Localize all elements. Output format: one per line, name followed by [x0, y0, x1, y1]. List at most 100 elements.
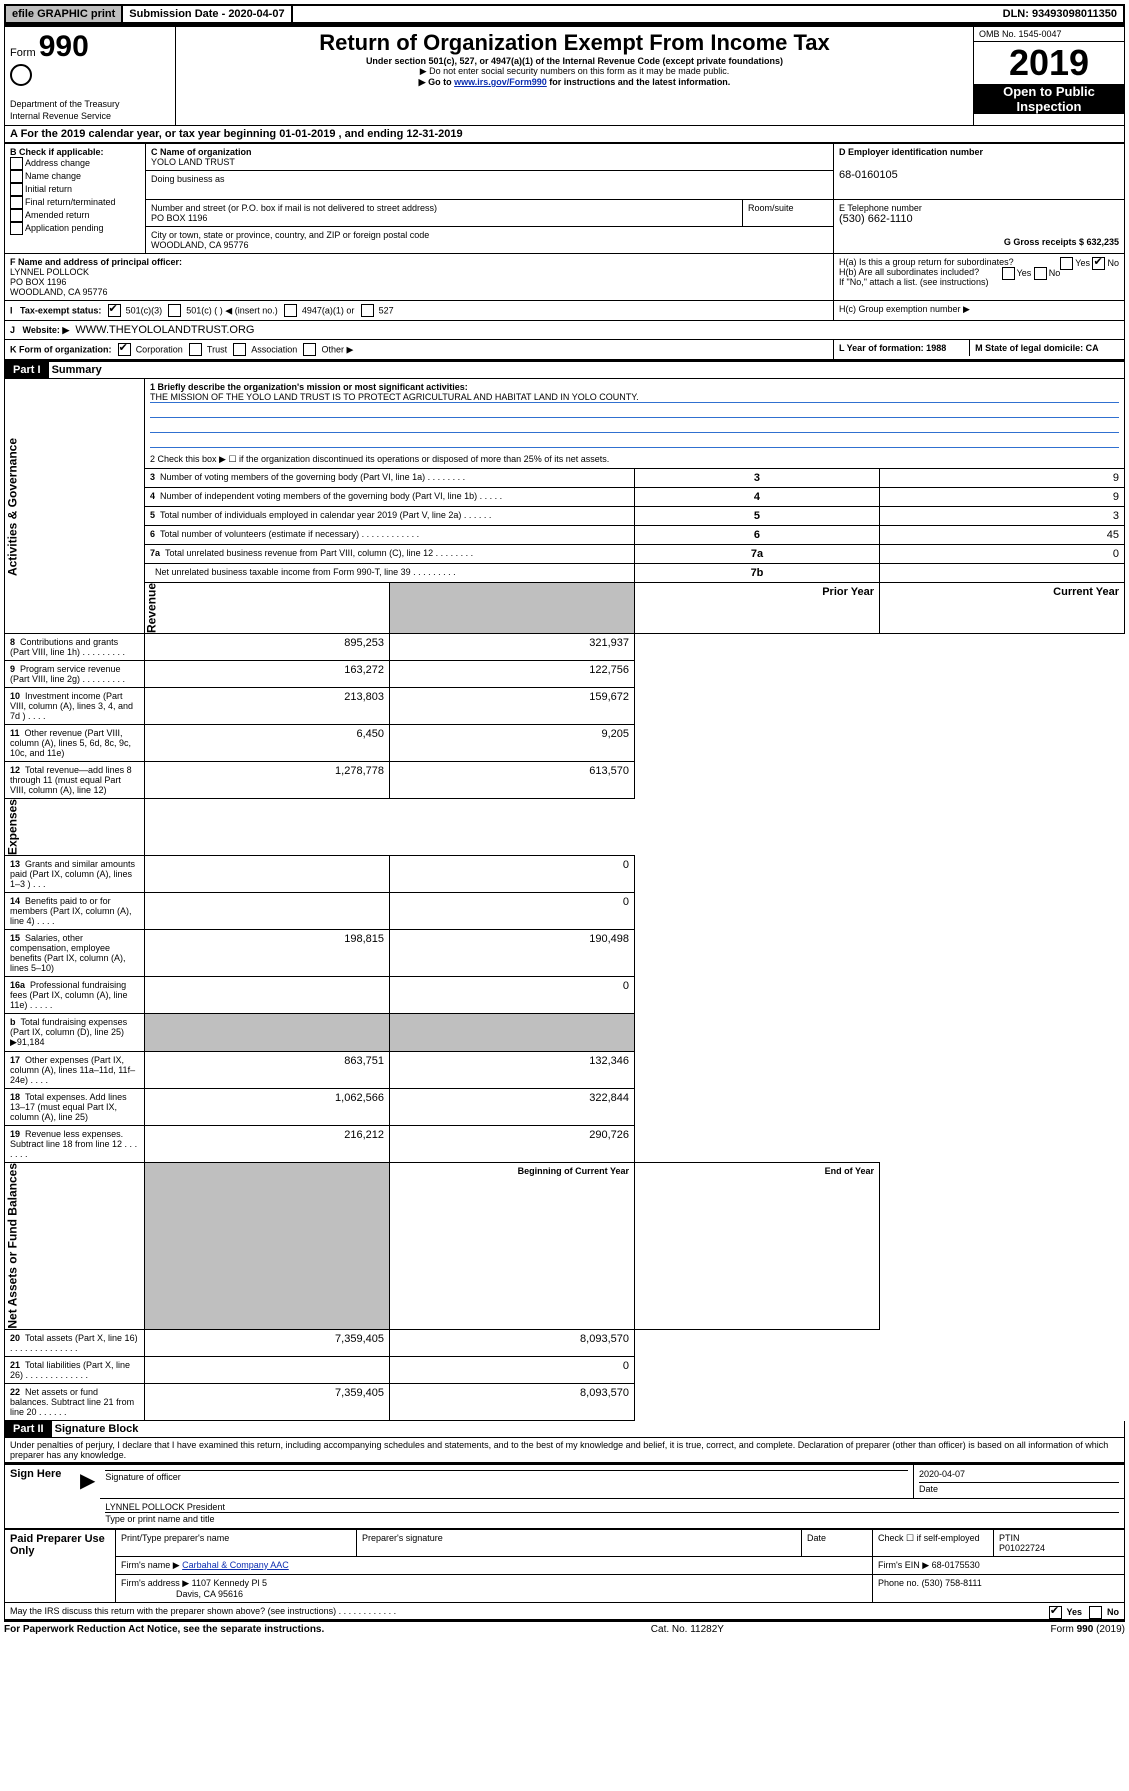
side-label-expenses: Expenses	[5, 799, 145, 856]
summary-line: 19 Revenue less expenses. Subtract line …	[5, 1126, 145, 1163]
part2-title: Signature Block	[55, 1423, 139, 1435]
sig-date: 2020-04-07	[919, 1469, 965, 1479]
note-goto: ▶ Go to www.irs.gov/Form990 for instruct…	[181, 77, 968, 88]
irs-link[interactable]: www.irs.gov/Form990	[454, 77, 547, 87]
current-value: 0	[389, 856, 634, 893]
tax-year: 2019	[974, 42, 1124, 84]
summary-line: 5 Total number of individuals employed i…	[144, 507, 634, 526]
ptin-cell: PTINP01022724	[994, 1529, 1125, 1556]
omb-number: OMB No. 1545-0047	[974, 27, 1124, 42]
part1-table: Activities & Governance 1 Briefly descri…	[4, 378, 1125, 1421]
footer-mid: Cat. No. 11282Y	[651, 1624, 724, 1635]
discuss-no-checkbox[interactable]	[1089, 1606, 1102, 1619]
prior-value: 213,803	[144, 688, 389, 725]
line-num-box: 5	[634, 507, 879, 526]
col-current: Current Year	[879, 583, 1124, 634]
firm-phone: Phone no. (530) 758-8111	[873, 1574, 1125, 1602]
current-value: 0	[389, 977, 634, 1014]
side-label-revenue: Revenue	[144, 583, 389, 634]
firm-ein: Firm's EIN ▶ 68-0175530	[873, 1556, 1125, 1574]
current-value: 159,672	[389, 688, 634, 725]
addr-value: PO BOX 1196	[151, 213, 737, 223]
prior-value: 1,062,566	[144, 1089, 389, 1126]
prior-value	[144, 856, 389, 893]
ein-value: 68-0160105	[839, 169, 1119, 181]
prior-value	[144, 977, 389, 1014]
501c-checkbox[interactable]	[168, 304, 181, 317]
prior-value: 1,278,778	[144, 762, 389, 799]
box-b-opt[interactable]: Application pending	[10, 222, 140, 235]
line-value: 0	[879, 545, 1124, 564]
line-num-box: 7b	[634, 564, 879, 583]
dln-label: DLN: 93493098011350	[997, 6, 1123, 22]
sig-date-label: Date	[919, 1484, 938, 1494]
box-k-label: K Form of organization:	[10, 344, 112, 354]
summary-line: 20 Total assets (Part X, line 16) . . . …	[5, 1329, 145, 1356]
prior-value: 6,450	[144, 725, 389, 762]
sig-officer-label: Signature of officer	[105, 1472, 180, 1482]
open-to-public: Open to Public Inspection	[974, 84, 1124, 114]
side-label-governance: Activities & Governance	[5, 379, 145, 634]
col-end: End of Year	[634, 1163, 879, 1330]
city-label: City or town, state or province, country…	[151, 230, 828, 240]
line-value	[879, 564, 1124, 583]
box-b-opt[interactable]: Address change	[10, 157, 140, 170]
page-footer: For Paperwork Reduction Act Notice, see …	[4, 1620, 1125, 1635]
box-b-opt[interactable]: Final return/terminated	[10, 196, 140, 209]
signature-block: Sign Here ▶ Signature of officer 2020-04…	[4, 1464, 1125, 1529]
prior-value: 863,751	[144, 1052, 389, 1089]
sign-here-label: Sign Here	[5, 1464, 76, 1528]
current-value: 0	[389, 1356, 634, 1383]
box-g: G Gross receipts $ 632,235	[839, 237, 1119, 247]
phone-value: (530) 662-1110	[839, 213, 1119, 225]
current-value: 322,844	[389, 1089, 634, 1126]
box-i-label: I Tax-exempt status:	[10, 305, 101, 315]
summary-line: 9 Program service revenue (Part VIII, li…	[5, 661, 145, 688]
prior-value: 216,212	[144, 1126, 389, 1163]
box-h-b-note: If "No," attach a list. (see instruction…	[839, 277, 1119, 287]
firm-name-link[interactable]: Carbahal & Company AAC	[182, 1560, 289, 1570]
side-label-netassets: Net Assets or Fund Balances	[5, 1163, 145, 1330]
line-num-box: 3	[634, 469, 879, 488]
527-checkbox[interactable]	[361, 304, 374, 317]
box-b-opt[interactable]: Initial return	[10, 183, 140, 196]
part1-header: Part I	[5, 362, 49, 378]
typed-label: Type or print name and title	[105, 1514, 214, 1524]
sign-arrow-icon: ▶	[75, 1464, 100, 1528]
self-employed-check[interactable]: Check ☐ if self-employed	[873, 1529, 994, 1556]
firm-name-label: Firm's name ▶	[121, 1560, 180, 1570]
corp-checkbox[interactable]	[118, 343, 131, 356]
mission-text: THE MISSION OF THE YOLO LAND TRUST IS TO…	[150, 392, 1119, 403]
current-value: 613,570	[389, 762, 634, 799]
summary-line: 16a Professional fundraising fees (Part …	[5, 977, 145, 1014]
current-value: 132,346	[389, 1052, 634, 1089]
room-suite-label: Room/suite	[743, 200, 834, 226]
summary-line: 17 Other expenses (Part IX, column (A), …	[5, 1052, 145, 1089]
summary-line: 4 Number of independent voting members o…	[144, 488, 634, 507]
officer-city: WOODLAND, CA 95776	[10, 287, 828, 297]
paid-preparer-block: Paid Preparer Use Only Print/Type prepar…	[4, 1529, 1125, 1603]
top-toolbar: efile GRAPHIC print Submission Date - 20…	[4, 4, 1125, 24]
form-title: Return of Organization Exempt From Incom…	[181, 30, 968, 56]
prior-value: 7,359,405	[144, 1383, 389, 1420]
efile-print-button[interactable]: efile GRAPHIC print	[6, 6, 123, 22]
box-l: L Year of formation: 1988	[834, 340, 970, 356]
current-value: 9,205	[389, 725, 634, 762]
summary-line: 6 Total number of volunteers (estimate i…	[144, 526, 634, 545]
discuss-yes-checkbox[interactable]	[1049, 1606, 1062, 1619]
summary-line: 15 Salaries, other compensation, employe…	[5, 930, 145, 977]
current-value: 290,726	[389, 1126, 634, 1163]
line-num-box: 7a	[634, 545, 879, 564]
line-value: 45	[879, 526, 1124, 545]
box-b-opt[interactable]: Name change	[10, 170, 140, 183]
prior-value	[144, 1356, 389, 1383]
box-b-opt[interactable]: Amended return	[10, 209, 140, 222]
addr-label: Number and street (or P.O. box if mail i…	[151, 203, 737, 213]
prior-value	[144, 893, 389, 930]
preparer-name-label: Print/Type preparer's name	[116, 1529, 357, 1556]
501c3-checkbox[interactable]	[108, 304, 121, 317]
prior-value: 198,815	[144, 930, 389, 977]
preparer-sig-label: Preparer's signature	[357, 1529, 802, 1556]
line-num-box: 6	[634, 526, 879, 545]
4947-checkbox[interactable]	[284, 304, 297, 317]
